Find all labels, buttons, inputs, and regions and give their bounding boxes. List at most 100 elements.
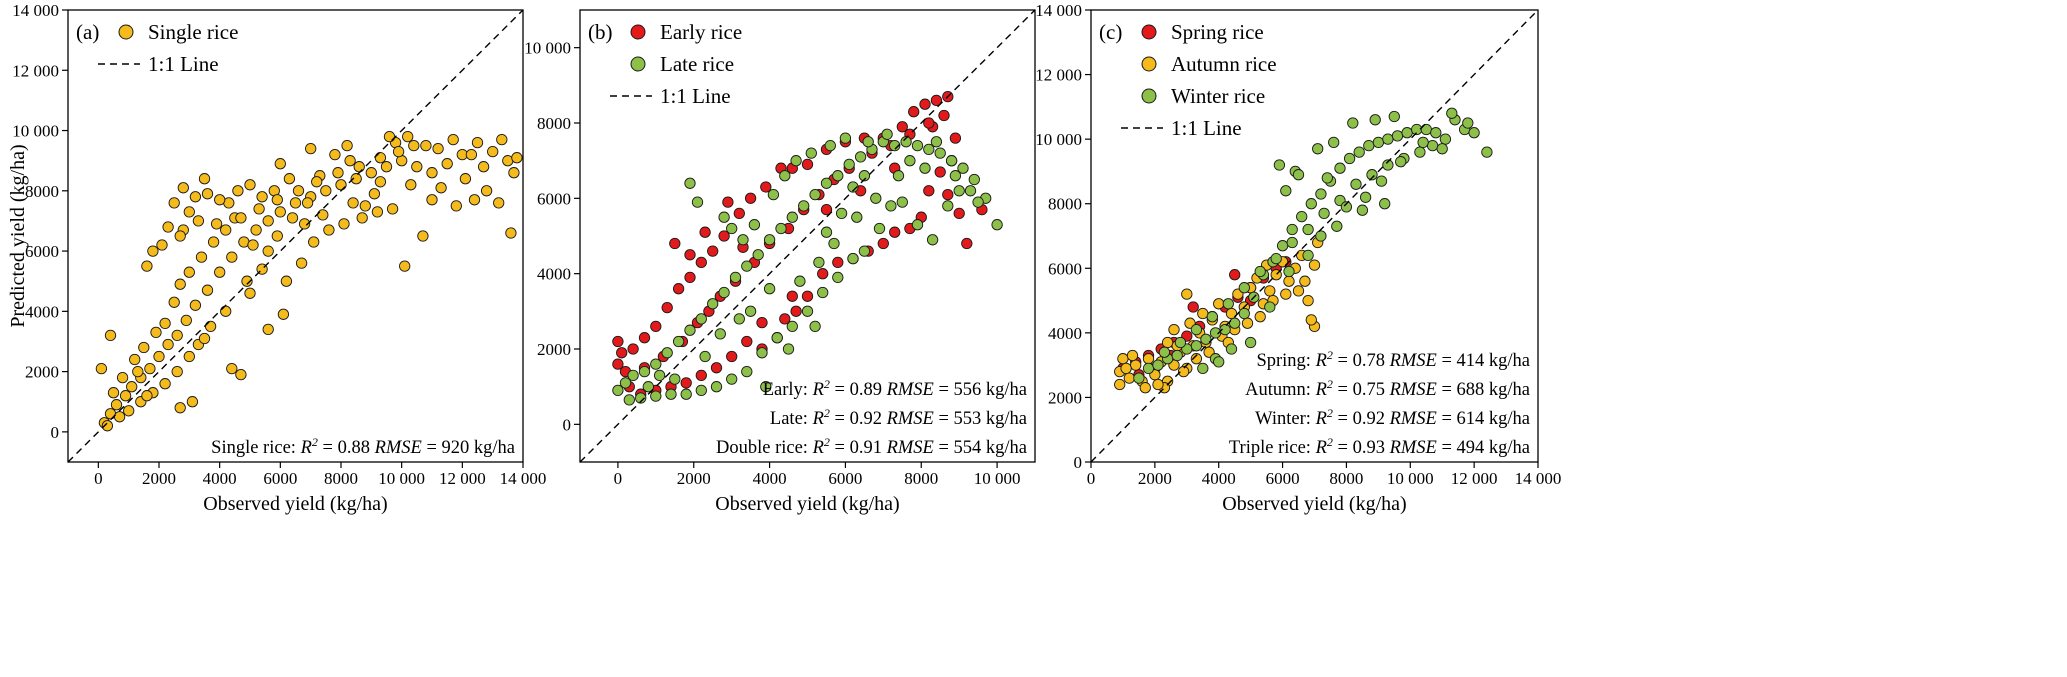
data-point (371, 206, 384, 218)
data-point (298, 218, 311, 230)
data-point (817, 286, 829, 299)
data-point (141, 390, 153, 402)
stats-unit: kg/ha (981, 438, 1027, 458)
plot-frame (1090, 9, 1539, 463)
x-tick-label: 4000 (203, 469, 237, 488)
data-point (399, 260, 411, 272)
data-point (930, 136, 943, 148)
panel-label: (b) (588, 20, 613, 44)
data-point (771, 332, 783, 344)
legend-marker (1141, 24, 1157, 40)
data-point (104, 329, 117, 342)
data-point (1359, 191, 1372, 203)
stats-label: Triple rice: (1229, 438, 1311, 458)
data-point (420, 139, 432, 152)
legend-label: Spring rice (1171, 20, 1264, 44)
data-point (1174, 336, 1187, 349)
data-point (672, 283, 685, 295)
data-point (459, 173, 472, 185)
stats-equals: = (1333, 351, 1353, 371)
legend-label: 1:1 Line (660, 84, 731, 108)
data-point (934, 147, 946, 159)
data-point (870, 192, 882, 204)
data-point (320, 185, 332, 197)
data-point (919, 162, 931, 174)
data-point (722, 196, 734, 208)
data-point (923, 117, 935, 129)
data-point (741, 365, 753, 378)
x-axis-label: Observed yield (kg/ha) (715, 493, 899, 515)
stats-rmse-symbol: RMSE (882, 380, 934, 400)
data-point (508, 167, 520, 179)
stats-r2-value: 0.78 (1353, 351, 1385, 371)
data-point (277, 308, 290, 320)
data-point (794, 275, 806, 287)
data-point (885, 200, 897, 212)
x-tick-label: 6000 (1266, 469, 1300, 488)
data-point (138, 341, 150, 354)
data-point (718, 230, 730, 242)
stats-annotation: Autumn: R2 = 0.75 RMSE = 688 kg/ha (1245, 377, 1530, 400)
data-point (763, 234, 776, 246)
legend-label: Late rice (660, 52, 734, 76)
data-point (1353, 146, 1365, 158)
data-point (684, 249, 696, 261)
data-point (417, 230, 429, 242)
data-point (1190, 353, 1203, 365)
data-point (1139, 382, 1151, 394)
data-point (1302, 249, 1314, 262)
y-tick-label: 0 (563, 415, 572, 434)
data-point (250, 224, 262, 236)
x-tick-label: 14 000 (500, 469, 547, 488)
data-point (1321, 172, 1333, 184)
data-point (809, 188, 821, 201)
data-point (953, 185, 965, 197)
stats-r2-superscript: 2 (1327, 377, 1333, 391)
data-point (189, 299, 202, 311)
data-point (426, 167, 438, 179)
stats-r2-symbol: R (808, 409, 824, 429)
data-point (1117, 353, 1129, 365)
data-point (1238, 282, 1250, 294)
data-point (923, 185, 935, 197)
data-point (926, 234, 939, 246)
data-point (1213, 356, 1225, 368)
data-point (1439, 133, 1452, 145)
stats-equals: = (1437, 380, 1457, 400)
data-point (1286, 223, 1298, 236)
data-point (672, 335, 685, 348)
stats-label: Autumn: (1245, 380, 1311, 400)
one-to-one-line (1090, 9, 1539, 463)
stats-r2-superscript: 2 (824, 377, 830, 391)
data-point (262, 215, 274, 227)
data-point (1200, 333, 1212, 345)
data-point (786, 211, 798, 223)
data-point (220, 305, 232, 317)
plot-frame (579, 9, 1036, 463)
stats-unit: kg/ha (1484, 438, 1530, 458)
data-point (207, 236, 220, 248)
data-point (661, 301, 673, 314)
stats-rmse-value: 494 (1457, 438, 1485, 458)
data-point (1417, 136, 1429, 149)
data-point (828, 237, 840, 250)
data-point (949, 170, 962, 182)
data-point (718, 286, 730, 299)
data-point (1328, 136, 1340, 149)
x-tick-label: 4000 (1202, 469, 1236, 488)
data-point (220, 224, 232, 236)
data-point (726, 222, 738, 235)
data-point (1468, 127, 1480, 139)
data-point (195, 251, 208, 263)
data-point (1312, 143, 1324, 155)
data-point (710, 381, 723, 393)
data-point (729, 271, 742, 284)
stats-r2-value: 0.89 (850, 380, 882, 400)
data-point (271, 230, 283, 242)
stats-equals: = (1333, 438, 1353, 458)
stats-equals: = (830, 438, 850, 458)
stats-r2-value: 0.88 (338, 438, 370, 458)
x-tick-label: 8000 (324, 469, 358, 488)
data-point (1229, 269, 1241, 281)
